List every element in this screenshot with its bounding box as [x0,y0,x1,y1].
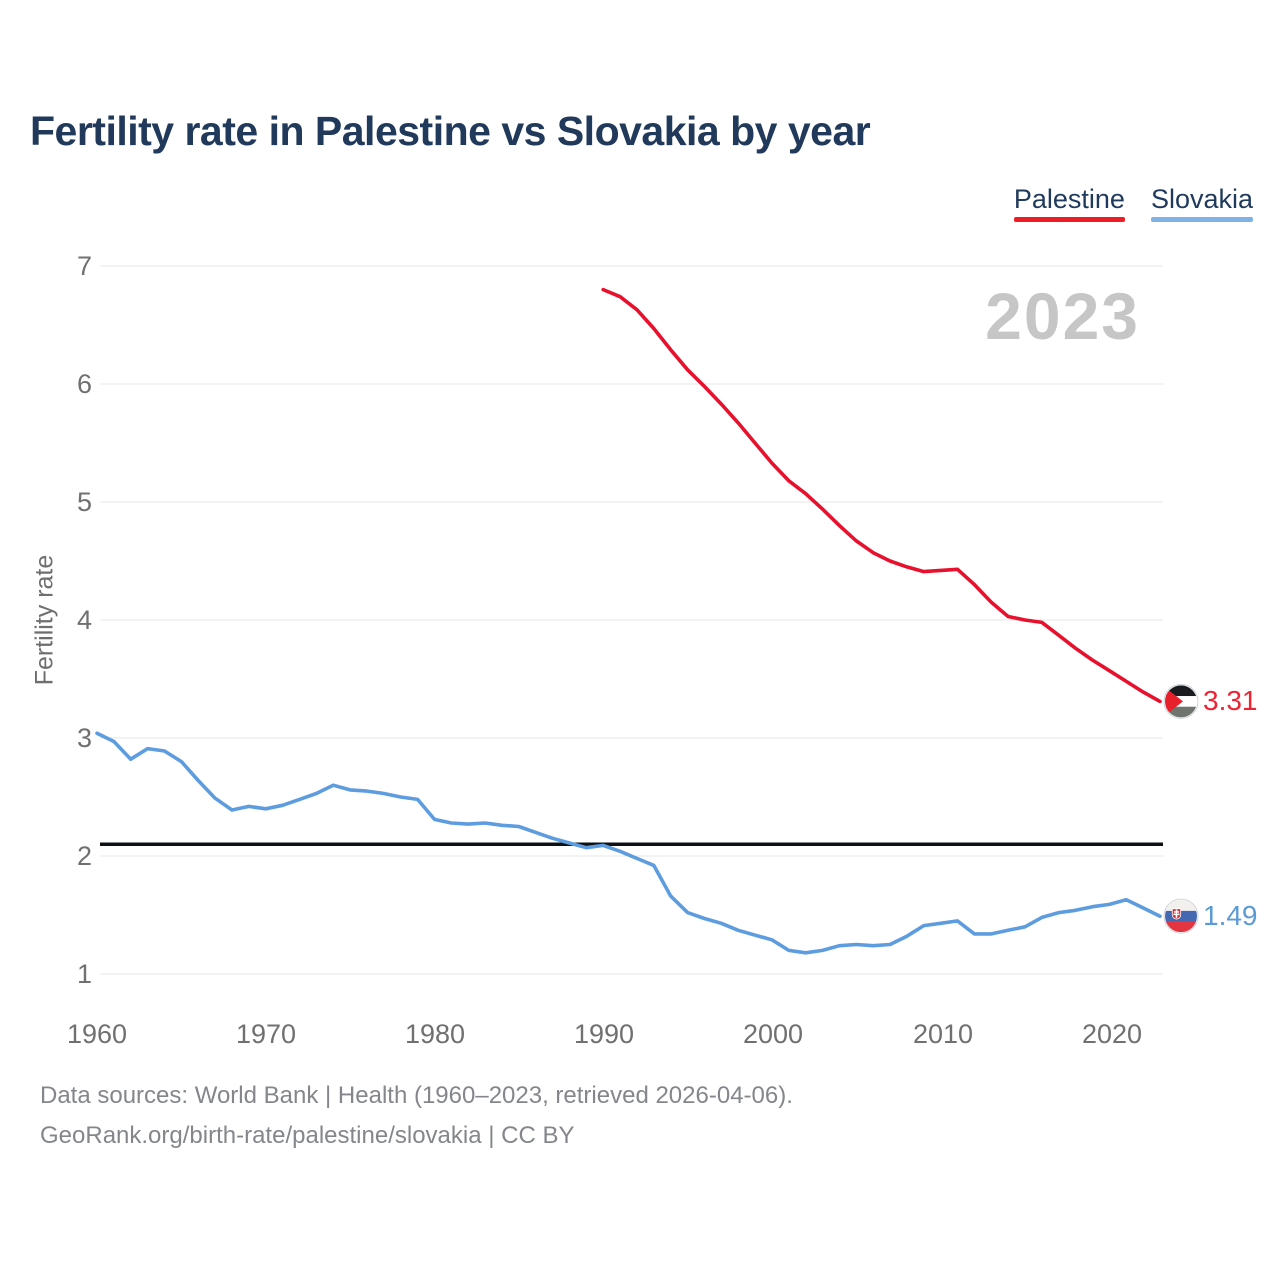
y-tick-5: 5 [76,487,92,517]
x-tick-1960: 1960 [66,1019,128,1049]
chart-plot-area [95,265,1199,975]
gridlines [100,265,1163,975]
legend-item-palestine[interactable]: Palestine [1013,184,1125,222]
legend-label-slovakia: Slovakia [1150,184,1253,214]
slovakia-end-value: 1.49 [1203,900,1258,932]
legend-underline-slovakia [1150,217,1253,222]
footer-sources: Data sources: World Bank | Health (1960–… [40,1082,793,1109]
y-tick-6: 6 [76,369,92,399]
x-tick-2000: 2000 [742,1019,804,1049]
y-tick-7: 7 [76,251,92,281]
x-tick-1980: 1980 [404,1019,466,1049]
slovakia-line[interactable] [95,731,1162,955]
y-tick-1: 1 [76,959,92,989]
y-tick-2: 2 [76,841,92,871]
legend-underline-palestine [1013,217,1125,222]
y-tick-4: 4 [76,605,92,635]
footer-attribution: GeoRank.org/birth-rate/palestine/slovaki… [40,1122,575,1149]
watermark-year: 2023 [985,279,1140,353]
x-tick-2010: 2010 [912,1019,974,1049]
slovakia-flag-icon [1163,898,1199,934]
x-tick-1990: 1990 [573,1019,635,1049]
legend-item-slovakia[interactable]: Slovakia [1150,184,1253,222]
legend-label-palestine: Palestine [1013,184,1125,214]
legend: Palestine Slovakia [1013,184,1253,222]
x-tick-2020: 2020 [1081,1019,1143,1049]
x-tick-1970: 1970 [235,1019,297,1049]
page-title: Fertility rate in Palestine vs Slovakia … [30,108,871,154]
palestine-flag-icon [1163,683,1199,719]
palestine-end-value: 3.31 [1203,685,1258,717]
y-tick-3: 3 [76,723,92,753]
palestine-line[interactable] [601,287,1162,704]
